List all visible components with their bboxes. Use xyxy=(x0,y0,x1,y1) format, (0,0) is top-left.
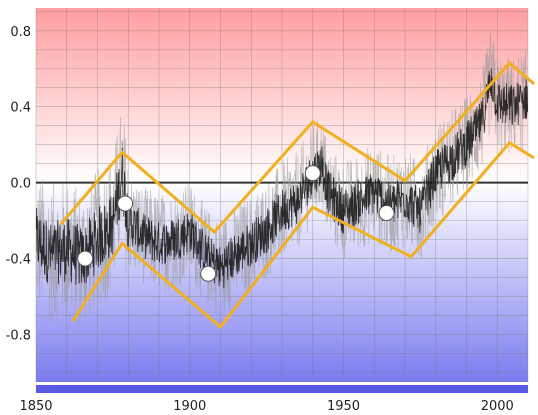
x-tick-label: 1950 xyxy=(327,399,360,414)
noisy-trace-line xyxy=(36,68,528,288)
y-tick-label: -0.4 xyxy=(6,253,31,268)
x-tick-label: 2000 xyxy=(481,399,514,414)
x-axis-labels: 1850 1900 1950 2000 xyxy=(19,399,513,414)
markers xyxy=(77,165,395,282)
data-marker xyxy=(378,205,395,222)
bottom-bar xyxy=(36,385,528,393)
x-tick-label: 1900 xyxy=(173,399,206,414)
y-tick-label: 0.8 xyxy=(10,25,31,40)
data-marker xyxy=(304,165,321,182)
y-tick-label: 0.4 xyxy=(10,101,31,116)
y-axis-labels: 0.8 0.4 0.0 -0.4 -0.8 xyxy=(6,25,31,344)
grid xyxy=(35,8,529,382)
data-marker xyxy=(77,250,94,267)
noisy-trace-series xyxy=(36,32,528,325)
envelope-lines xyxy=(59,60,536,330)
y-tick-label: 0.0 xyxy=(10,177,31,192)
y-tick-label: -0.8 xyxy=(6,329,31,344)
envelope-lower-line xyxy=(71,140,535,330)
data-marker xyxy=(117,195,134,212)
x-tick-label: 1850 xyxy=(19,399,52,414)
data-marker xyxy=(200,265,217,282)
envelope-upper-line xyxy=(59,60,536,235)
